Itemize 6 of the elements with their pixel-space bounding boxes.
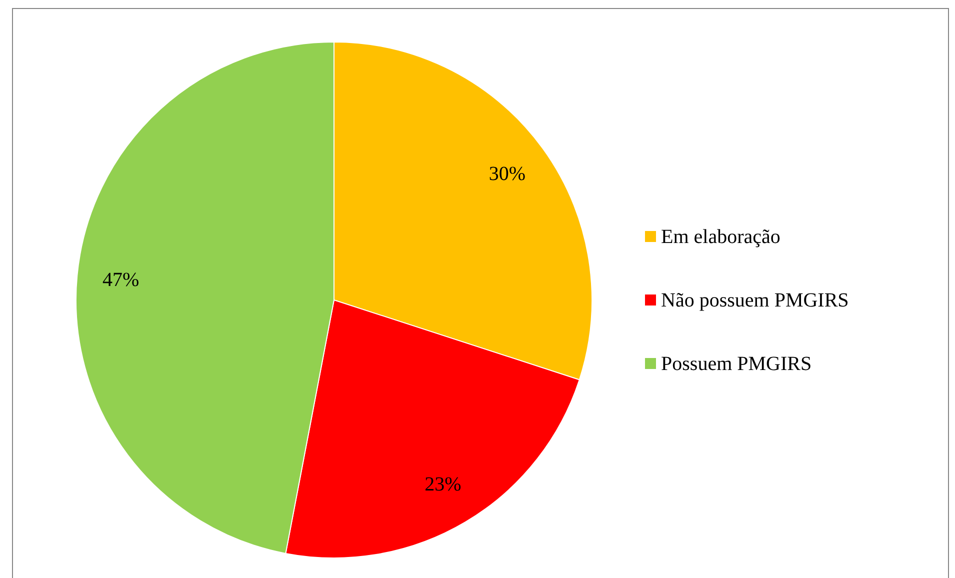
legend-label: Em elaboração	[661, 226, 780, 248]
data-label: 30%	[488, 163, 526, 186]
data-label: 23%	[424, 473, 462, 496]
legend-label: Não possuem PMGIRS	[661, 290, 849, 312]
legend-label: Possuem PMGIRS	[661, 353, 812, 375]
data-label: 47%	[102, 268, 140, 291]
